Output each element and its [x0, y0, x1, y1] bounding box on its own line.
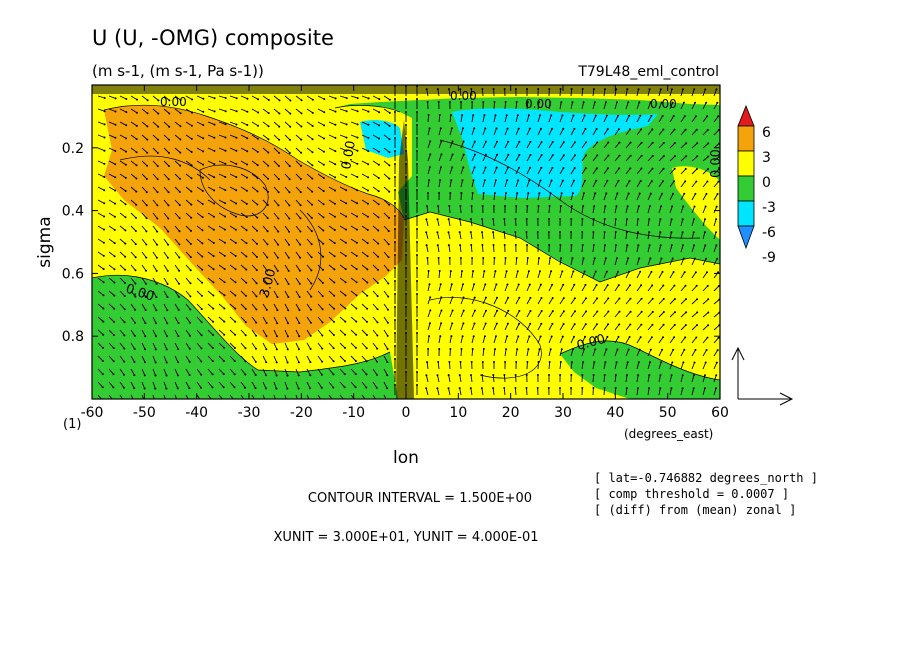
colorbar-label: -9	[762, 250, 776, 266]
x-tick-label: 20	[502, 405, 520, 421]
contour-label: 0.00	[450, 89, 477, 103]
x-axis-units: (degrees_east)	[624, 427, 713, 441]
y-tick-label: 0.8	[62, 329, 84, 345]
y-axis-title: sigma	[35, 216, 55, 267]
info-threshold: [ comp threshold = 0.0007 ]	[594, 487, 789, 501]
x-tick-label: -40	[185, 405, 208, 421]
contour-label: 3.00	[257, 267, 279, 299]
y-axis: 0.2 0.4 0.6 0.8	[62, 141, 720, 345]
colorbar-swatch	[737, 150, 755, 177]
field-yellow-east-patch	[672, 166, 720, 240]
run-label: T79L48_eml_control	[577, 64, 719, 80]
chart-subtitle: (m s-1, (m s-1, Pa s-1))	[92, 62, 264, 80]
info-diff: [ (diff) from (mean) zonal ]	[594, 503, 796, 517]
x-tick-label: 0	[402, 405, 411, 421]
colorbar-cap-top	[737, 104, 755, 127]
x-axis: -60 -50 -40 -30 -20 -10 0 10 20 30 40 50 60	[81, 85, 729, 421]
colorbar-label: -6	[762, 225, 776, 241]
field-cyan-left	[360, 120, 404, 158]
x-tick-label: 50	[659, 405, 677, 421]
colorbar-label: 0	[762, 175, 771, 191]
x-tick-label: 10	[449, 405, 467, 421]
field-green-lower-east	[560, 340, 720, 399]
x-tick-label: 30	[554, 405, 572, 421]
units-text: XUNIT = 3.000E+01, YUNIT = 4.000E-01	[274, 530, 539, 545]
x-tick-label: 40	[606, 405, 624, 421]
reference-vector	[731, 346, 794, 406]
colorbar-cap-bottom	[737, 225, 755, 250]
field-green-lower-west	[92, 275, 398, 399]
chart-title: U (U, -OMG) composite	[92, 26, 334, 50]
y-tick-label: 0.4	[62, 204, 84, 220]
contour-lines	[92, 104, 720, 381]
central-jet	[396, 120, 414, 399]
colorbar-swatch	[737, 175, 755, 202]
contour-label: 0.00	[160, 95, 187, 109]
y-tick-label: 0.6	[62, 266, 84, 282]
x-tick-label: -20	[290, 405, 313, 421]
y-axis-extra-label: (1)	[63, 417, 81, 432]
y-tick-label: 0.2	[62, 141, 84, 157]
colorbar: 6 3 0 -3 -6 -9	[737, 104, 776, 266]
colorbar-label: 6	[762, 125, 771, 141]
colorbar-label: -3	[762, 200, 776, 216]
x-tick-label: -30	[238, 405, 261, 421]
x-tick-label: -10	[342, 405, 365, 421]
colorbar-swatch	[737, 125, 755, 152]
colorbar-swatch	[737, 200, 755, 227]
x-tick-label: -60	[81, 405, 104, 421]
x-tick-label: -50	[133, 405, 156, 421]
info-lat: [ lat=-0.746882 degrees_north ]	[594, 471, 818, 485]
x-axis-title: lon	[393, 448, 419, 468]
contour-label: 0.00	[339, 140, 359, 171]
contour-label: 0.00	[709, 149, 724, 178]
contour-interval-text: CONTOUR INTERVAL = 1.500E+00	[308, 491, 532, 506]
contour-label: 0.00	[525, 97, 552, 111]
plot-area	[92, 85, 720, 399]
wind-vectors	[97, 85, 720, 399]
x-tick-label: 60	[711, 405, 729, 421]
colorbar-label: 3	[762, 150, 771, 166]
contour-label: 0.00	[650, 97, 677, 111]
contour-label: 0.00	[575, 332, 607, 354]
